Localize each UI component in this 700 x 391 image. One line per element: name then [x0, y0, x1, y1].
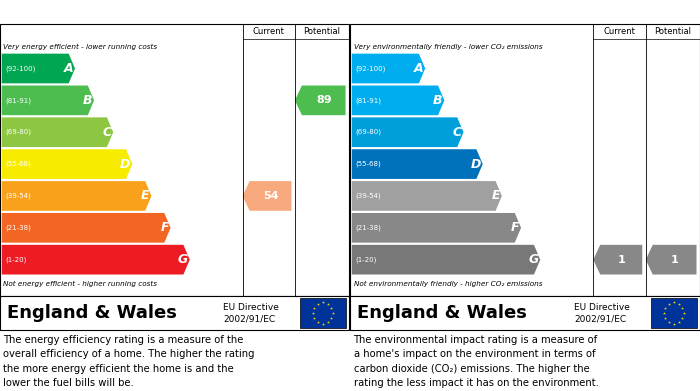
Polygon shape: [351, 86, 444, 115]
Text: Very environmentally friendly - lower CO₂ emissions: Very environmentally friendly - lower CO…: [354, 44, 542, 50]
Text: D: D: [120, 158, 131, 170]
Text: EU Directive
2002/91/EC: EU Directive 2002/91/EC: [223, 303, 279, 323]
Polygon shape: [243, 181, 291, 211]
Text: Current: Current: [603, 27, 636, 36]
Text: 54: 54: [262, 191, 278, 201]
Polygon shape: [351, 181, 502, 211]
Text: The energy efficiency rating is a measure of the
overall efficiency of a home. T: The energy efficiency rating is a measur…: [4, 335, 255, 388]
Text: (81-91): (81-91): [5, 97, 32, 104]
Text: (92-100): (92-100): [5, 65, 36, 72]
Polygon shape: [1, 54, 75, 83]
Text: Environmental Impact (CO₂) Rating: Environmental Impact (CO₂) Rating: [355, 5, 617, 18]
Text: D: D: [470, 158, 481, 170]
Text: (21-38): (21-38): [5, 224, 31, 231]
Text: (92-100): (92-100): [355, 65, 386, 72]
Polygon shape: [1, 213, 171, 243]
Text: B: B: [433, 94, 442, 107]
Text: (69-80): (69-80): [5, 129, 32, 135]
Text: England & Wales: England & Wales: [7, 304, 177, 322]
Text: (1-20): (1-20): [355, 256, 377, 263]
Text: (39-54): (39-54): [355, 193, 381, 199]
Polygon shape: [351, 149, 483, 179]
Text: B: B: [83, 94, 92, 107]
Text: 1: 1: [617, 255, 625, 265]
Text: G: G: [178, 253, 188, 266]
Text: (81-91): (81-91): [355, 97, 382, 104]
Polygon shape: [351, 117, 463, 147]
Text: A: A: [414, 62, 424, 75]
Text: G: G: [528, 253, 538, 266]
Text: Energy Efficiency Rating: Energy Efficiency Rating: [5, 5, 188, 18]
Text: England & Wales: England & Wales: [357, 304, 527, 322]
Text: E: E: [141, 190, 150, 203]
Text: F: F: [511, 221, 519, 234]
Text: Not energy efficient - higher running costs: Not energy efficient - higher running co…: [4, 281, 158, 287]
Text: (1-20): (1-20): [5, 256, 27, 263]
Polygon shape: [351, 54, 425, 83]
Polygon shape: [1, 245, 190, 274]
Text: The environmental impact rating is a measure of
a home's impact on the environme: The environmental impact rating is a mea…: [354, 335, 598, 388]
Text: EU Directive
2002/91/EC: EU Directive 2002/91/EC: [574, 303, 630, 323]
Polygon shape: [1, 117, 113, 147]
Polygon shape: [1, 86, 94, 115]
Polygon shape: [1, 149, 132, 179]
Text: (69-80): (69-80): [355, 129, 382, 135]
Text: C: C: [102, 126, 111, 139]
Text: Current: Current: [253, 27, 285, 36]
Polygon shape: [594, 245, 643, 274]
Text: Potential: Potential: [304, 27, 340, 36]
Text: Very energy efficient - lower running costs: Very energy efficient - lower running co…: [4, 44, 158, 50]
Text: (55-68): (55-68): [5, 161, 31, 167]
Text: (55-68): (55-68): [355, 161, 381, 167]
Polygon shape: [351, 213, 521, 243]
Text: Not environmentally friendly - higher CO₂ emissions: Not environmentally friendly - higher CO…: [354, 281, 542, 287]
Text: C: C: [453, 126, 462, 139]
Text: F: F: [160, 221, 169, 234]
Text: (21-38): (21-38): [355, 224, 381, 231]
Text: Potential: Potential: [654, 27, 692, 36]
Text: 1: 1: [671, 255, 678, 265]
Polygon shape: [295, 86, 346, 115]
Polygon shape: [351, 245, 540, 274]
Text: (39-54): (39-54): [5, 193, 31, 199]
Bar: [651, 298, 696, 328]
Bar: [300, 298, 346, 328]
Polygon shape: [1, 181, 151, 211]
Text: 89: 89: [316, 95, 332, 105]
Text: E: E: [491, 190, 500, 203]
Text: A: A: [64, 62, 74, 75]
Polygon shape: [645, 245, 696, 274]
